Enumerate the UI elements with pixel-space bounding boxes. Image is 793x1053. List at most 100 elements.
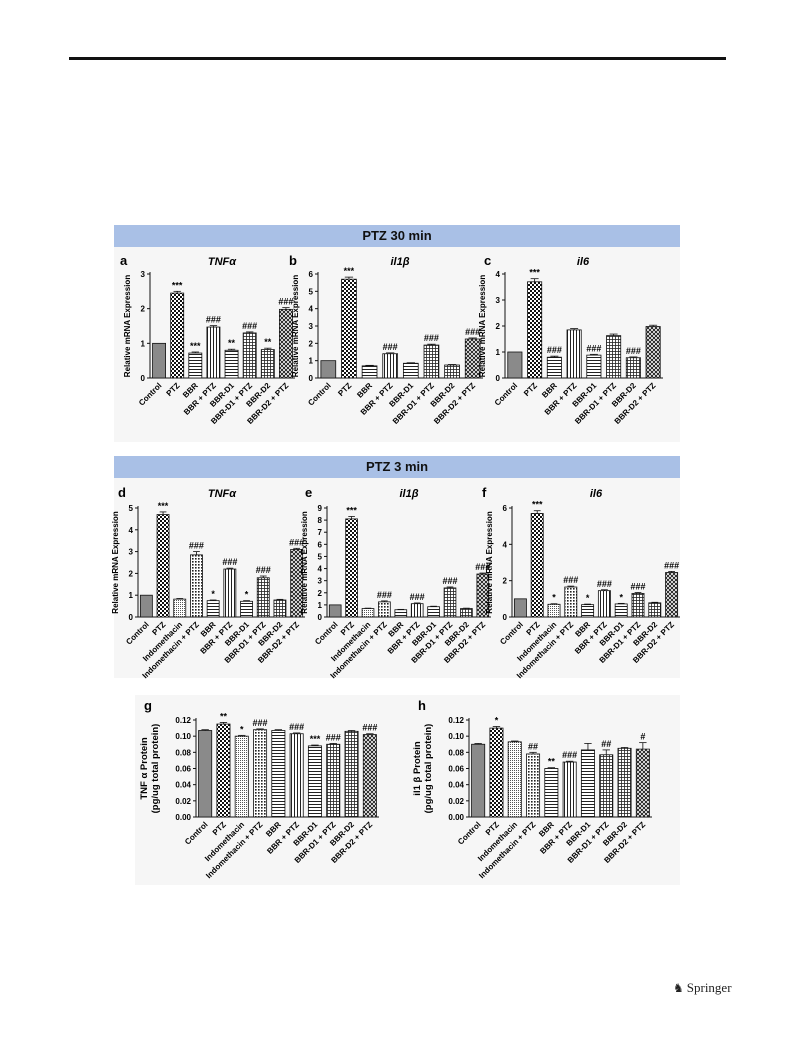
publisher-name: Springer	[686, 980, 732, 995]
significance-label: ###	[630, 581, 645, 591]
y-axis-label: Relative mRNA Expression	[291, 275, 300, 378]
significance-label: ###	[253, 718, 268, 728]
y-axis-label: Relative mRNA Expression	[485, 511, 494, 614]
significance-label: ###	[242, 321, 257, 331]
bar-bbr-d2-ptz	[362, 734, 377, 818]
significance-label: ***	[346, 505, 357, 515]
chart-b: b il1β Relative mRNA Expression 0 1 2 3 4 5 6 Cont…	[289, 253, 483, 426]
x-tick-label: Control	[137, 381, 163, 407]
y-tick-label: 6	[318, 540, 323, 549]
chart-title: TNFα	[208, 488, 237, 500]
y-tick-label: 1	[129, 591, 134, 600]
bar-control	[471, 743, 486, 818]
bar-indomethacin	[361, 608, 375, 618]
bar-bbr	[206, 600, 220, 618]
bar-indomethacin	[547, 603, 561, 618]
bar-bbr	[544, 768, 559, 818]
bar-indomethacin	[173, 598, 187, 618]
y-tick-label: 0.02	[448, 797, 464, 806]
bar-bbr-d1	[240, 600, 253, 618]
bar-control	[507, 351, 523, 379]
chart-g: g TNF α Protein (pg/ug total protein) 0.00 0…	[139, 698, 379, 880]
y-axis-label: TNF α Protein	[139, 737, 150, 800]
significance-label: *	[586, 593, 590, 603]
panel-letter: g	[144, 698, 152, 713]
y-axis-label: Relative mRNA Expression	[478, 275, 487, 378]
y-tick-label: 4	[503, 540, 508, 549]
bar-indomethacin-ptz	[190, 554, 203, 618]
chart-d: d TNFα Relative mRNA Expression 0 1 2 3 4 5 Contr…	[111, 485, 305, 680]
bar-control	[328, 604, 342, 618]
y-tick-label: 5	[318, 552, 323, 561]
y-tick-label: 1	[309, 357, 314, 366]
significance-label: ##	[601, 739, 611, 749]
y-tick-label: 1	[141, 339, 146, 348]
bar-bbr	[361, 365, 378, 379]
bar-bbr-d2	[273, 599, 287, 618]
significance-label: ###	[475, 562, 490, 572]
bar-bbr-ptz	[410, 603, 424, 618]
significance-label: ###	[362, 723, 377, 733]
x-tick-label: PTZ	[522, 381, 539, 398]
y-tick-label: 0.02	[175, 797, 191, 806]
bar-bbr-d2	[260, 349, 275, 379]
y-tick-label: 0.10	[448, 732, 464, 741]
y-tick-label: 7	[318, 528, 323, 537]
significance-label: ###	[256, 565, 271, 575]
y-tick-label: 2	[309, 339, 314, 348]
bar-control	[152, 342, 166, 379]
significance-label: ###	[586, 343, 601, 353]
bar-control	[320, 360, 337, 379]
x-tick-label: Control	[456, 820, 482, 846]
significance-label: *	[211, 589, 215, 599]
bar-bbr-ptz	[566, 329, 582, 379]
bar-bbr-d2-ptz	[665, 572, 679, 618]
bar-indomethacin	[234, 735, 249, 818]
significance-label: ***	[158, 501, 169, 511]
banner-ptz-30min: PTZ 30 min	[114, 225, 680, 247]
significance-label: *	[552, 593, 556, 603]
significance-label: ###	[377, 590, 392, 600]
significance-label: ###	[289, 722, 304, 732]
y-tick-label: 9	[318, 504, 323, 513]
springer-horse-icon: ♞	[673, 981, 684, 995]
x-tick-label: Control	[493, 381, 519, 407]
bar-bbr-d1-ptz	[326, 743, 341, 818]
x-tick-label: PTZ	[165, 381, 182, 398]
bar-bbr-d1-ptz	[599, 754, 614, 818]
significance-label: ###	[289, 537, 304, 547]
chart-title: il6	[577, 256, 590, 268]
y-tick-label: 0	[129, 613, 134, 622]
x-tick-label: Control	[313, 620, 339, 646]
chart-title: il6	[590, 488, 603, 500]
significance-label: ###	[206, 315, 221, 325]
bar-bbr-d1-ptz	[606, 335, 622, 379]
significance-label: ##	[528, 741, 538, 751]
bar-bbr-d2	[648, 602, 662, 618]
significance-label: ###	[222, 557, 237, 567]
y-tick-label: 0.00	[175, 813, 191, 822]
y-tick-label: 0	[496, 374, 501, 383]
y-tick-label: 6	[309, 270, 314, 279]
bar-ptz	[345, 518, 358, 618]
significance-label: ###	[562, 750, 577, 760]
y-tick-label: 2	[496, 322, 501, 331]
y-axis-label: il1 β Protein	[412, 741, 423, 796]
x-tick-label: Control	[183, 820, 209, 846]
bar-ptz	[527, 281, 543, 379]
significance-label: ###	[465, 327, 480, 337]
bar-bbr-d1	[614, 603, 628, 618]
y-tick-label: 0.12	[175, 716, 191, 725]
significance-label: *	[240, 724, 244, 734]
bar-bbr-d1	[224, 349, 239, 379]
x-tick-label: Control	[124, 620, 150, 646]
y-axis-label: (pg/ug total protein)	[150, 724, 161, 814]
bar-bbr-d1-ptz	[443, 587, 457, 618]
bar-bbr-d2	[460, 608, 473, 618]
y-axis-label: (pg/ug total protein)	[423, 724, 434, 814]
y-tick-label: 2	[129, 569, 134, 578]
y-axis-label: Relative mRNA Expression	[123, 275, 132, 378]
bar-bbr-ptz	[597, 590, 611, 618]
bar-bbr-ptz	[289, 733, 304, 818]
